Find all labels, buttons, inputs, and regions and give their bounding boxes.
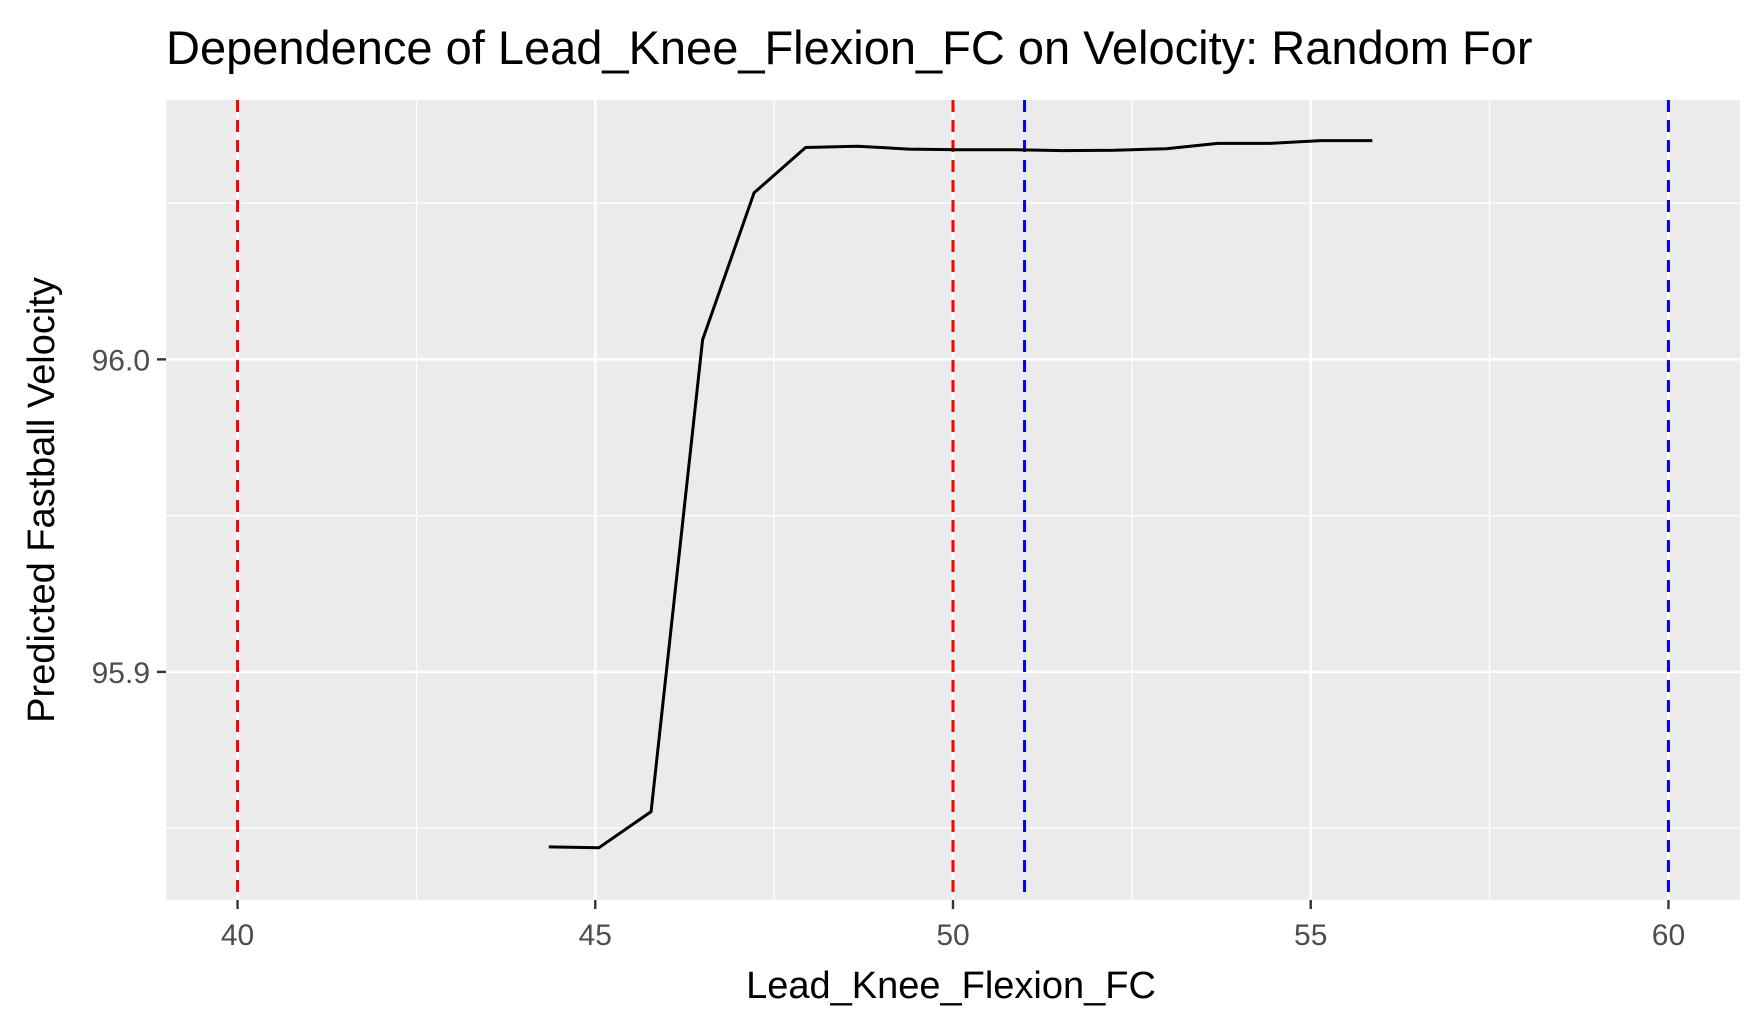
x-axis-title: Lead_Knee_Flexion_FC	[746, 965, 1156, 1007]
data-point	[649, 810, 653, 814]
y-axis: 95.9 96.0	[92, 344, 166, 690]
x-tick-label: 40	[221, 919, 254, 952]
x-tick-label: 60	[1652, 919, 1685, 952]
data-point	[958, 148, 962, 152]
data-point	[1267, 141, 1271, 145]
data-point	[752, 191, 756, 195]
data-point	[701, 338, 705, 342]
y-tick-label: 95.9	[92, 657, 150, 690]
y-axis-title: Predicted Fastball Velocity	[21, 277, 63, 723]
data-point	[1061, 149, 1065, 153]
x-axis: 40 45 50 55 60	[221, 900, 1685, 952]
data-point	[597, 846, 601, 850]
data-point	[1319, 139, 1323, 143]
data-point	[855, 144, 859, 148]
reference-lines	[236, 100, 1670, 900]
data-point	[1216, 141, 1220, 145]
x-tick-label: 55	[1294, 919, 1327, 952]
data-point	[804, 146, 808, 150]
data-point	[1113, 148, 1117, 152]
data-point	[907, 147, 911, 151]
data-point	[1010, 148, 1014, 152]
x-tick-label: 50	[936, 919, 969, 952]
series-line	[548, 139, 1373, 850]
data-point	[1370, 139, 1374, 143]
data-point	[1164, 147, 1168, 151]
chart-title: Dependence of Lead_Knee_Flexion_FC on Ve…	[166, 21, 1532, 74]
data-point	[547, 845, 551, 849]
y-tick-label: 96.0	[92, 344, 150, 377]
x-tick-label: 45	[579, 919, 612, 952]
